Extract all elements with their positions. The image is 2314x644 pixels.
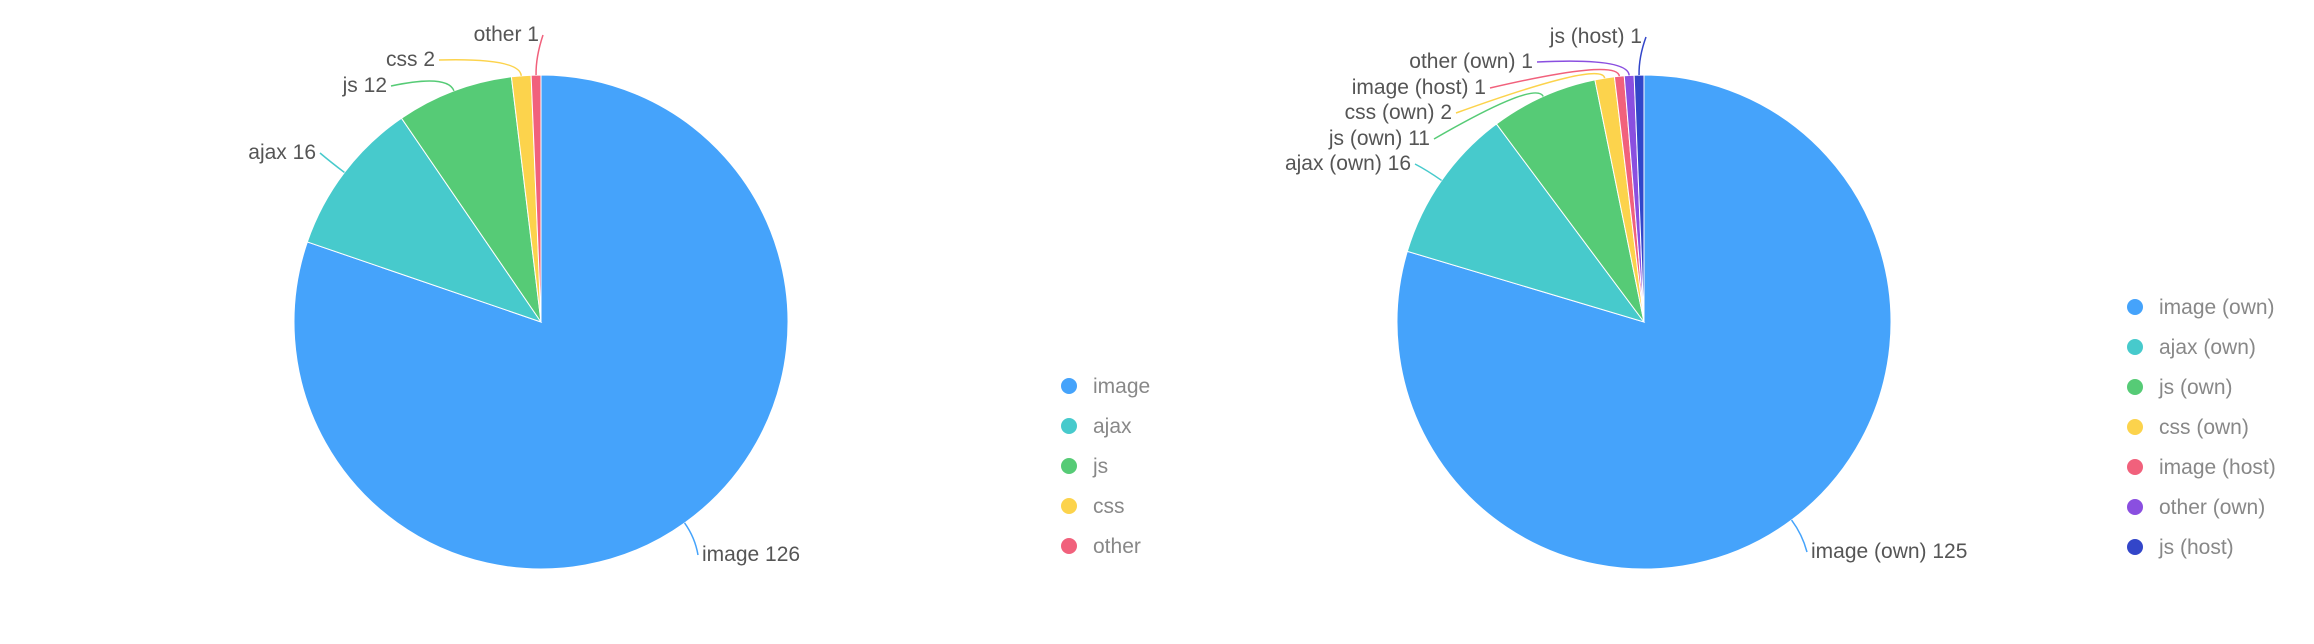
- legend-item-other-own[interactable]: other (own): [2127, 496, 2265, 519]
- legend-item-js[interactable]: js: [1061, 455, 1108, 478]
- leader-line-css-own: [1455, 72, 1606, 114]
- legend-label-image-own: image (own): [2159, 296, 2275, 319]
- data-label-js-host: js (host) 1: [1549, 25, 1642, 48]
- legend-left: image ajax js css other: [1061, 375, 1150, 558]
- legend-item-ajax-own[interactable]: ajax (own): [2127, 336, 2256, 359]
- leader-line-ajax: [319, 152, 345, 174]
- legend-marker-other: [1061, 538, 1077, 554]
- legend-marker-js-own: [2127, 379, 2143, 395]
- legend-item-js-own[interactable]: js (own): [2127, 376, 2233, 399]
- leader-line-image-host: [1489, 68, 1621, 89]
- legend-marker-image-host: [2127, 459, 2143, 475]
- legend-label-js-host: js (host): [2158, 536, 2234, 559]
- pie-slice-other[interactable]: [530, 74, 542, 323]
- legend-marker-js: [1061, 458, 1077, 474]
- data-label-css-own: css (own) 2: [1345, 101, 1452, 124]
- data-label-ajax: ajax 16: [248, 141, 316, 164]
- legend-marker-image: [1061, 378, 1077, 394]
- pie-chart-left: image 126 ajax 16 js 12 css 2 other 1: [248, 23, 800, 570]
- pie-slice-js[interactable]: [400, 76, 542, 323]
- leader-line-js-own: [1433, 92, 1544, 140]
- legend-label-js-own: js (own): [2158, 376, 2233, 399]
- legend-marker-other-own: [2127, 499, 2143, 515]
- legend-label-css: css: [1093, 495, 1125, 518]
- data-label-other: other 1: [474, 23, 539, 46]
- legend-label-image: image: [1093, 375, 1150, 398]
- data-label-image-own: image (own) 125: [1811, 540, 1967, 563]
- legend-marker-ajax: [1061, 418, 1077, 434]
- pie-slice-ajax[interactable]: [306, 117, 543, 323]
- legend-item-image[interactable]: image: [1061, 375, 1150, 398]
- data-label-js: js 12: [342, 74, 387, 97]
- legend-item-image-host[interactable]: image (host): [2127, 456, 2276, 479]
- data-label-ajax-own: ajax (own) 16: [1285, 152, 1411, 175]
- pie-slice-ajax-own[interactable]: [1406, 123, 1646, 323]
- legend-item-ajax[interactable]: ajax: [1061, 415, 1132, 438]
- legend-item-other[interactable]: other: [1061, 535, 1141, 558]
- leader-line-other: [535, 34, 544, 76]
- legend-item-css-own[interactable]: css (own): [2127, 416, 2249, 439]
- legend-marker-css: [1061, 498, 1077, 514]
- legend-item-css[interactable]: css: [1061, 495, 1125, 518]
- data-label-other-own: other (own) 1: [1409, 50, 1533, 73]
- leader-line-js: [390, 80, 455, 92]
- legend-label-other-own: other (own): [2159, 496, 2265, 519]
- legend-label-other: other: [1093, 535, 1141, 558]
- data-label-image-host: image (host) 1: [1352, 76, 1486, 99]
- legend-marker-js-host: [2127, 539, 2143, 555]
- leader-line-ajax-own: [1414, 163, 1443, 182]
- legend-item-image-own[interactable]: image (own): [2127, 296, 2275, 319]
- leader-line-js-host: [1638, 36, 1647, 76]
- data-label-image: image 126: [702, 543, 800, 566]
- data-label-css: css 2: [386, 48, 435, 71]
- pie-slice-js-host[interactable]: [1633, 74, 1645, 323]
- legend-marker-css-own: [2127, 419, 2143, 435]
- legend-label-image-host: image (host): [2159, 456, 2276, 479]
- legend-label-js: js: [1092, 455, 1108, 478]
- legend-label-ajax: ajax: [1093, 415, 1132, 438]
- leader-line-image: [683, 522, 699, 556]
- legend-label-css-own: css (own): [2159, 416, 2249, 439]
- legend-marker-ajax-own: [2127, 339, 2143, 355]
- legend-marker-image-own: [2127, 299, 2143, 315]
- leader-line-image-own: [1790, 519, 1808, 553]
- legend-item-js-host[interactable]: js (host): [2127, 536, 2234, 559]
- leader-line-css: [438, 59, 522, 76]
- data-label-js-own: js (own) 11: [1328, 127, 1430, 150]
- legend-label-ajax-own: ajax (own): [2159, 336, 2256, 359]
- legend-right: image (own) ajax (own) js (own) css (own) im…: [2127, 296, 2276, 559]
- leader-line-other-own: [1536, 60, 1630, 76]
